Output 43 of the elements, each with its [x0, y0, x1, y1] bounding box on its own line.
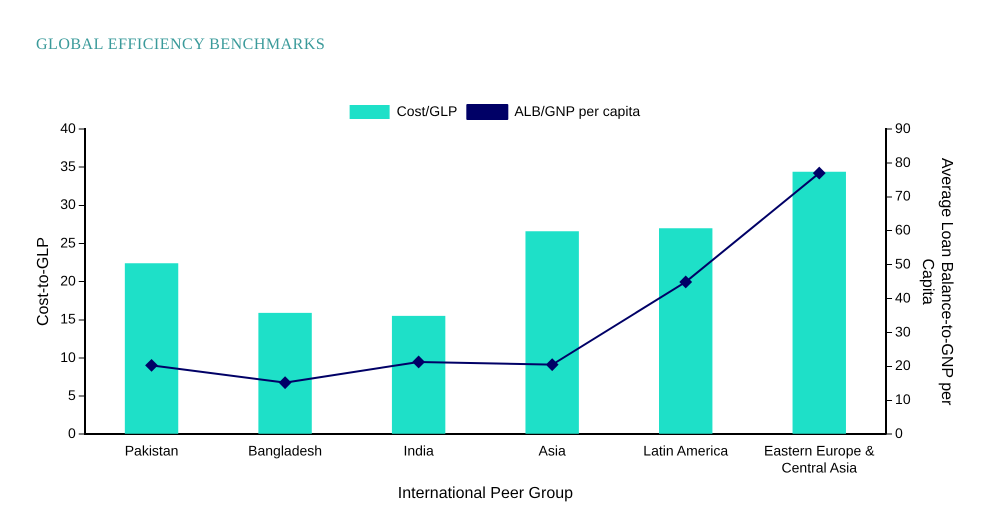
bar	[525, 231, 579, 434]
y-tick-label: 30	[60, 196, 76, 212]
y2-tick-label: 50	[895, 256, 911, 272]
x-tick-label: Latin America	[643, 442, 728, 458]
y2-tick-label: 90	[895, 120, 911, 136]
y-tick-label: 35	[60, 158, 76, 174]
y2-tick-label: 40	[895, 289, 911, 306]
bar	[392, 316, 446, 434]
y2-tick-label: 30	[895, 323, 911, 340]
bar	[659, 228, 712, 434]
y2-tick-label: 60	[895, 222, 911, 238]
y-tick-label: 10	[60, 348, 76, 365]
point	[546, 358, 558, 371]
y-tick-label: 20	[60, 272, 76, 288]
y-tick-label: 5	[68, 386, 76, 403]
y-tick-label: 0	[68, 425, 76, 442]
bar	[124, 263, 178, 434]
y-tick-label: 25	[60, 234, 76, 250]
x-axis-title: International Peer Group	[398, 484, 574, 502]
legend-label: Cost/GLP	[396, 102, 458, 119]
y2-axis-title: Average Loan Balance-to-GNP per Capita	[918, 158, 955, 406]
y2-tick-label: 70	[895, 188, 911, 204]
y2-tick-label: 10	[895, 391, 911, 408]
point	[813, 167, 826, 180]
y-tick-label: 40	[60, 120, 76, 136]
point	[279, 376, 292, 389]
y2-tick-label: 80	[895, 154, 911, 170]
y2-tick-label: 20	[895, 357, 911, 374]
bar	[258, 312, 312, 434]
point	[412, 356, 425, 368]
chart-title: GLOBAL EFFICIENCY BENCHMARKS	[36, 36, 326, 54]
y-axis-title: Cost-to-GLP	[35, 237, 52, 326]
x-tick-label: Eastern Europe & Central Asia	[764, 442, 876, 476]
point	[146, 359, 158, 372]
x-tick-label: Asia	[538, 442, 566, 458]
y2-tick-label: 0	[895, 425, 904, 442]
y-tick-label: 15	[60, 310, 76, 327]
x-tick-label: Bangladesh	[248, 442, 322, 458]
x-tick-label: Pakistan	[124, 442, 178, 458]
legend-label: ALB/GNP per capita	[514, 102, 640, 119]
x-tick-label: India	[403, 442, 434, 458]
point	[680, 276, 692, 288]
bar	[792, 172, 846, 434]
